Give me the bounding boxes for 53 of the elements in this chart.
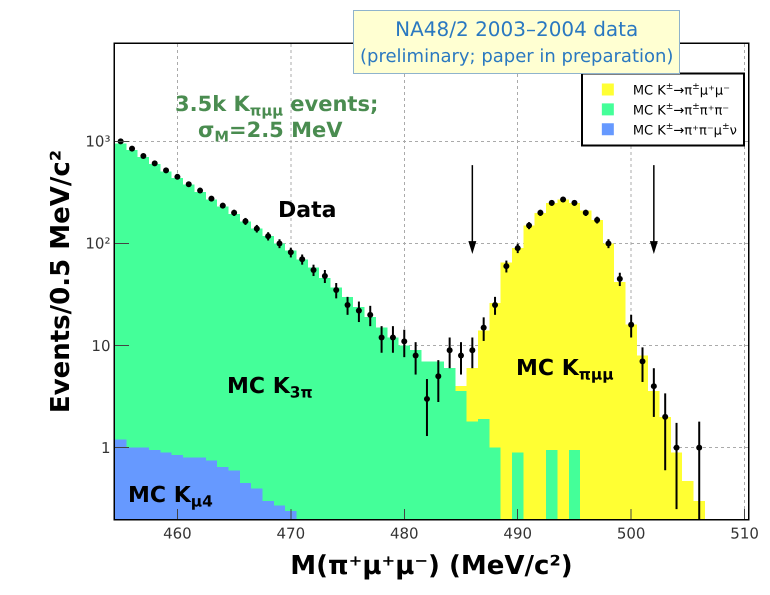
y-tick-label: 1 [100, 438, 110, 457]
chart-subtitle: (preliminary; paper in preparation) [360, 46, 674, 67]
point [390, 334, 396, 340]
point [344, 302, 351, 308]
annotation: σ$_{M}$=2.5 MeV [198, 118, 344, 146]
x-axis-title: M(π⁺μ⁺μ⁻) (MeV/c²) [290, 550, 573, 581]
legend-label: MC K$^{±}$→π$^{±}$μ⁺μ⁻ [632, 82, 730, 99]
point [299, 256, 306, 262]
annotation: MC K$_{μ4}$ [128, 483, 213, 511]
point [435, 373, 442, 380]
x-tick-label: 490 [503, 524, 532, 542]
point [333, 287, 340, 294]
legend-label: Data [278, 198, 336, 223]
y-tick-label: 10³ [85, 132, 110, 151]
x-tick-label: 500 [616, 524, 646, 542]
y-tick-label: 10 [91, 336, 110, 355]
x-tick-label: 510 [730, 524, 759, 542]
point [288, 249, 294, 256]
point [412, 352, 419, 358]
legend-label: MC K$^{±}$→π$^{±}$π⁺π⁻ [632, 102, 730, 118]
annotation: MC K$_{πμμ}$ [516, 356, 614, 384]
point [446, 347, 453, 354]
point [276, 240, 282, 246]
point [605, 240, 612, 246]
point [662, 414, 668, 420]
point [492, 302, 498, 308]
x-tick-label: 460 [163, 524, 192, 542]
point [458, 352, 464, 358]
point [628, 322, 634, 328]
x-tick-label: 470 [276, 524, 306, 542]
point [322, 273, 328, 280]
point [616, 276, 623, 282]
point [480, 324, 487, 331]
point [469, 347, 476, 354]
legend-label: MC K$^{±}$→π⁺π⁻μ$^{±}$ν [632, 122, 737, 138]
point [650, 383, 657, 390]
y-tick-label: 10² [85, 234, 110, 253]
point [674, 444, 680, 451]
point [640, 358, 646, 364]
point [514, 245, 521, 252]
point [367, 312, 374, 318]
annotation: MC K$_{3π}$ [227, 374, 313, 402]
y-axis-title: Events/0.5 MeV/c² [46, 150, 76, 414]
annotation: 3.5k K$_{πμμ}$ events; [175, 92, 378, 120]
x-tick-label: 480 [390, 524, 419, 542]
point [356, 308, 362, 314]
point [310, 266, 317, 273]
point [503, 263, 510, 270]
point [401, 338, 408, 344]
point [378, 334, 385, 340]
chart-title: NA48/2 2003–2004 data [395, 17, 638, 41]
point [424, 396, 430, 402]
point [696, 444, 702, 451]
